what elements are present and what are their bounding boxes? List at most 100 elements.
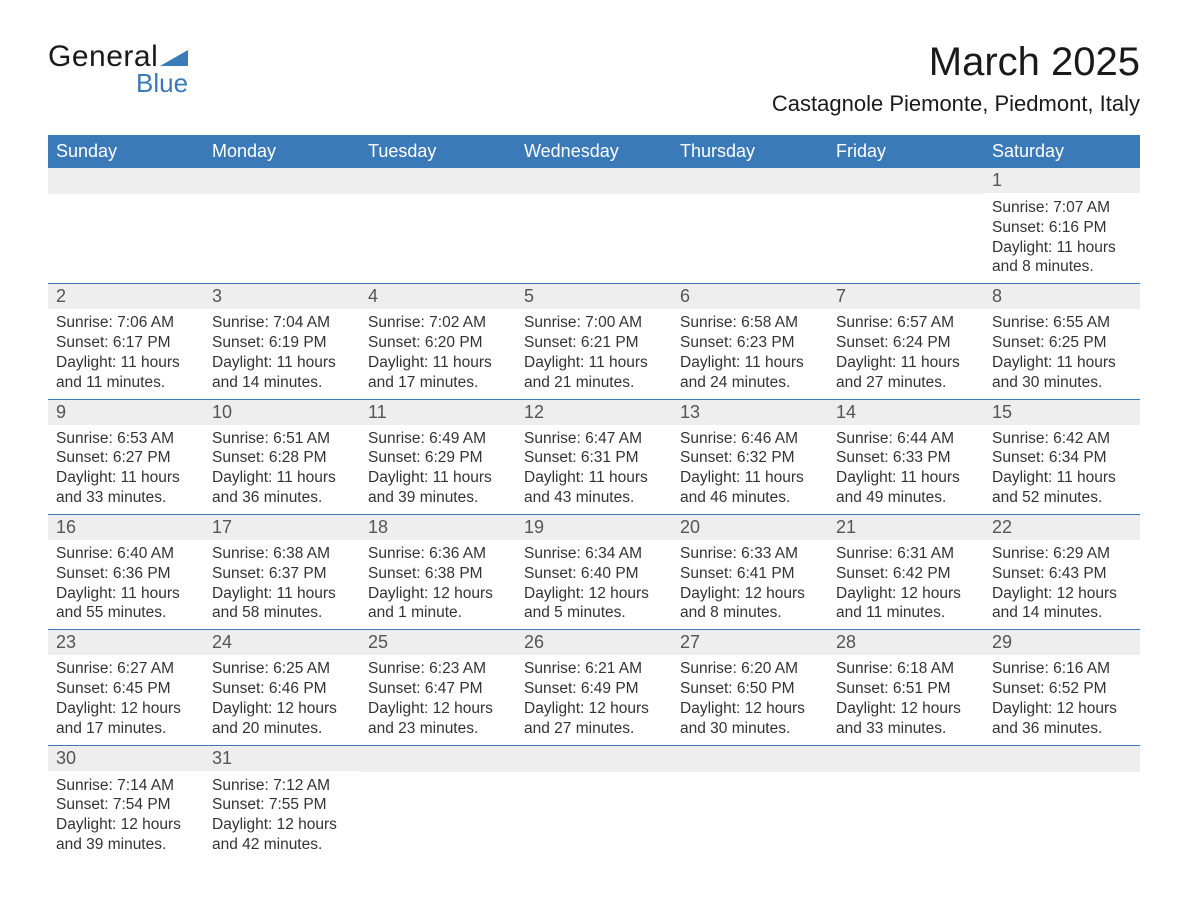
sunrise-text: Sunrise: 6:23 AM [368, 659, 508, 679]
sunrise-text: Sunrise: 6:53 AM [56, 429, 196, 449]
empty-day-cell [360, 194, 516, 268]
day-cell: Sunrise: 6:25 AMSunset: 6:46 PMDaylight:… [204, 655, 360, 744]
day-data-row: Sunrise: 7:07 AMSunset: 6:16 PMDaylight:… [48, 194, 1140, 284]
daylight-text: Daylight: 11 hours and 24 minutes. [680, 353, 820, 393]
sunrise-text: Sunrise: 7:06 AM [56, 313, 196, 333]
sunrise-text: Sunrise: 6:29 AM [992, 544, 1132, 564]
day-cell: Sunrise: 6:21 AMSunset: 6:49 PMDaylight:… [516, 655, 672, 744]
empty-day-cell [516, 194, 672, 268]
title-block: March 2025 Castagnole Piemonte, Piedmont… [772, 40, 1140, 117]
sunrise-text: Sunrise: 6:20 AM [680, 659, 820, 679]
daylight-text: Daylight: 11 hours and 30 minutes. [992, 353, 1132, 393]
day-number: 2 [48, 284, 204, 309]
day-cell: Sunrise: 6:47 AMSunset: 6:31 PMDaylight:… [516, 425, 672, 514]
empty-day-number [672, 168, 828, 194]
daylight-text: Daylight: 12 hours and 14 minutes. [992, 584, 1132, 624]
day-cell: Sunrise: 6:18 AMSunset: 6:51 PMDaylight:… [828, 655, 984, 744]
empty-day-cell [360, 772, 516, 846]
sunset-text: Sunset: 6:38 PM [368, 564, 508, 584]
day-cell: Sunrise: 6:29 AMSunset: 6:43 PMDaylight:… [984, 540, 1140, 629]
day-number: 21 [828, 515, 984, 540]
daylight-text: Daylight: 12 hours and 23 minutes. [368, 699, 508, 739]
day-number: 30 [48, 746, 204, 771]
day-number: 22 [984, 515, 1140, 540]
sunset-text: Sunset: 6:50 PM [680, 679, 820, 699]
day-number: 10 [204, 400, 360, 425]
sunset-text: Sunset: 6:43 PM [992, 564, 1132, 584]
day-number: 6 [672, 284, 828, 309]
day-cell: Sunrise: 6:51 AMSunset: 6:28 PMDaylight:… [204, 425, 360, 514]
empty-day-number [204, 168, 360, 194]
sunset-text: Sunset: 6:40 PM [524, 564, 664, 584]
sunset-text: Sunset: 6:16 PM [992, 218, 1132, 238]
empty-day-number [828, 746, 984, 772]
sunrise-text: Sunrise: 6:34 AM [524, 544, 664, 564]
sunset-text: Sunset: 6:21 PM [524, 333, 664, 353]
day-cell: Sunrise: 6:23 AMSunset: 6:47 PMDaylight:… [360, 655, 516, 744]
sunrise-text: Sunrise: 7:12 AM [212, 776, 352, 796]
calendar-table: Sunday Monday Tuesday Wednesday Thursday… [48, 135, 1140, 861]
sunrise-text: Sunrise: 6:46 AM [680, 429, 820, 449]
daylight-text: Daylight: 11 hours and 14 minutes. [212, 353, 352, 393]
sunset-text: Sunset: 6:36 PM [56, 564, 196, 584]
sunset-text: Sunset: 6:20 PM [368, 333, 508, 353]
sunrise-text: Sunrise: 6:51 AM [212, 429, 352, 449]
sunrise-text: Sunrise: 6:44 AM [836, 429, 976, 449]
day-cell: Sunrise: 6:38 AMSunset: 6:37 PMDaylight:… [204, 540, 360, 629]
day-cell: Sunrise: 6:27 AMSunset: 6:45 PMDaylight:… [48, 655, 204, 744]
weekday-header: Tuesday [360, 135, 516, 168]
sunrise-text: Sunrise: 6:58 AM [680, 313, 820, 333]
daylight-text: Daylight: 12 hours and 11 minutes. [836, 584, 976, 624]
brand-word-2: Blue [136, 68, 188, 99]
day-number: 28 [828, 630, 984, 655]
day-cell: Sunrise: 6:57 AMSunset: 6:24 PMDaylight:… [828, 309, 984, 398]
empty-day-cell [204, 194, 360, 268]
day-number: 1 [984, 168, 1140, 193]
sunset-text: Sunset: 6:17 PM [56, 333, 196, 353]
day-number: 23 [48, 630, 204, 655]
day-cell: Sunrise: 6:34 AMSunset: 6:40 PMDaylight:… [516, 540, 672, 629]
daylight-text: Daylight: 12 hours and 1 minute. [368, 584, 508, 624]
daylight-text: Daylight: 11 hours and 55 minutes. [56, 584, 196, 624]
day-cell: Sunrise: 6:44 AMSunset: 6:33 PMDaylight:… [828, 425, 984, 514]
day-number: 17 [204, 515, 360, 540]
sunset-text: Sunset: 6:49 PM [524, 679, 664, 699]
empty-day-cell [984, 772, 1140, 846]
day-number: 26 [516, 630, 672, 655]
sunrise-text: Sunrise: 7:02 AM [368, 313, 508, 333]
day-cell: Sunrise: 6:40 AMSunset: 6:36 PMDaylight:… [48, 540, 204, 629]
daylight-text: Daylight: 11 hours and 17 minutes. [368, 353, 508, 393]
day-number-row: 3031 [48, 745, 1140, 772]
daylight-text: Daylight: 12 hours and 39 minutes. [56, 815, 196, 855]
sunrise-text: Sunrise: 7:07 AM [992, 198, 1132, 218]
sunrise-text: Sunrise: 6:25 AM [212, 659, 352, 679]
sunset-text: Sunset: 6:33 PM [836, 448, 976, 468]
sunrise-text: Sunrise: 7:00 AM [524, 313, 664, 333]
day-number: 9 [48, 400, 204, 425]
empty-day-cell [672, 772, 828, 846]
sunset-text: Sunset: 6:41 PM [680, 564, 820, 584]
sunset-text: Sunset: 6:19 PM [212, 333, 352, 353]
page-header: General Blue March 2025 Castagnole Piemo… [48, 40, 1140, 117]
daylight-text: Daylight: 11 hours and 8 minutes. [992, 238, 1132, 278]
sunrise-text: Sunrise: 6:16 AM [992, 659, 1132, 679]
sunset-text: Sunset: 6:45 PM [56, 679, 196, 699]
weekday-header: Thursday [672, 135, 828, 168]
sunset-text: Sunset: 6:46 PM [212, 679, 352, 699]
day-data-row: Sunrise: 6:27 AMSunset: 6:45 PMDaylight:… [48, 655, 1140, 745]
day-number-row: 16171819202122 [48, 514, 1140, 540]
sunrise-text: Sunrise: 7:14 AM [56, 776, 196, 796]
daylight-text: Daylight: 11 hours and 36 minutes. [212, 468, 352, 508]
day-cell: Sunrise: 7:02 AMSunset: 6:20 PMDaylight:… [360, 309, 516, 398]
empty-day-number [48, 168, 204, 194]
daylight-text: Daylight: 11 hours and 39 minutes. [368, 468, 508, 508]
daylight-text: Daylight: 11 hours and 43 minutes. [524, 468, 664, 508]
weekday-header: Wednesday [516, 135, 672, 168]
day-cell: Sunrise: 7:12 AMSunset: 7:55 PMDaylight:… [204, 772, 360, 861]
sunrise-text: Sunrise: 7:04 AM [212, 313, 352, 333]
empty-day-cell [48, 194, 204, 268]
weekday-header: Friday [828, 135, 984, 168]
daylight-text: Daylight: 12 hours and 8 minutes. [680, 584, 820, 624]
sunrise-text: Sunrise: 6:38 AM [212, 544, 352, 564]
day-cell: Sunrise: 6:36 AMSunset: 6:38 PMDaylight:… [360, 540, 516, 629]
